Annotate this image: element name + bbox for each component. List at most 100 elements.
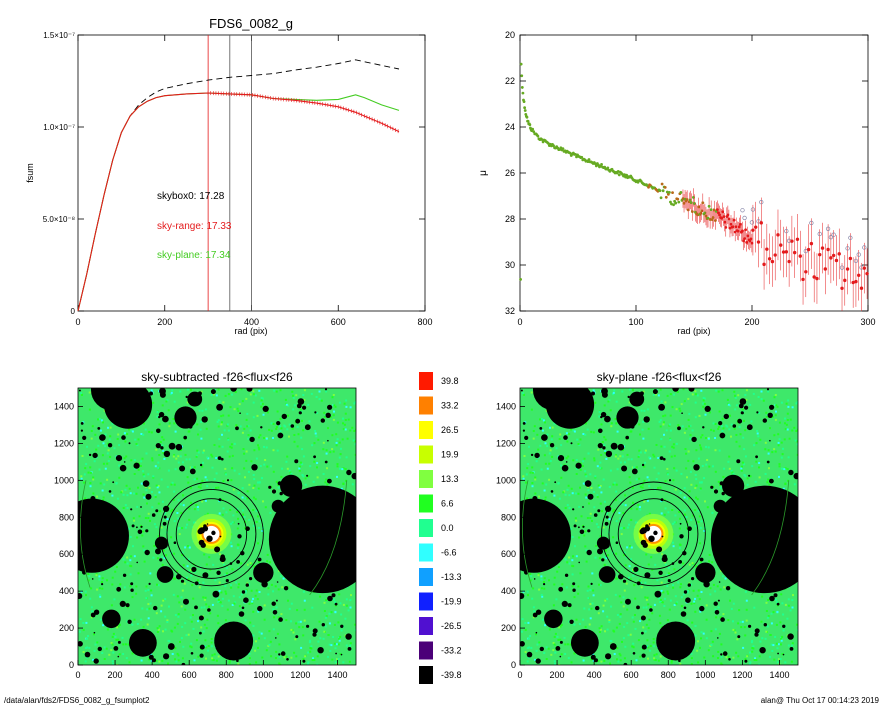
noise-pixel <box>217 425 220 428</box>
noise-pixel <box>279 389 282 392</box>
star-mask <box>623 662 628 665</box>
noise-pixel <box>544 499 547 501</box>
noise-pixel <box>631 645 634 648</box>
noise-pixel <box>766 481 769 484</box>
noise-pixel <box>286 428 289 431</box>
noise-pixel <box>599 628 602 631</box>
noise-pixel <box>762 399 765 402</box>
star-mask <box>691 577 695 581</box>
noise-pixel <box>575 519 578 522</box>
sky-plane-axes-ticks: 0020020040040060060080080010001000120012… <box>496 401 790 680</box>
noise-pixel <box>669 393 672 396</box>
noise-pixel <box>692 460 695 463</box>
noise-pixel <box>745 389 748 392</box>
noise-pixel <box>190 642 193 645</box>
noise-pixel <box>128 487 131 490</box>
noise-pixel <box>706 506 709 509</box>
y-tick-label: 32 <box>505 306 515 316</box>
noise-pixel <box>236 547 239 550</box>
mu-point <box>781 250 786 254</box>
noise-pixel <box>670 659 673 662</box>
noise-pixel <box>246 563 249 566</box>
noise-pixel <box>729 404 732 407</box>
noise-pixel <box>591 572 594 575</box>
noise-pixel <box>772 611 775 614</box>
noise-pixel <box>764 637 767 640</box>
noise-pixel <box>152 476 155 479</box>
noise-pixel <box>778 465 781 468</box>
noise-pixel <box>596 494 599 497</box>
noise-pixel <box>691 562 694 565</box>
noise-pixel <box>325 478 328 481</box>
noise-pixel <box>184 546 187 549</box>
star-mask <box>340 624 344 628</box>
noise-pixel <box>718 410 721 413</box>
noise-pixel <box>238 403 241 406</box>
noise-pixel <box>302 634 305 637</box>
star-mask <box>578 561 580 564</box>
noise-pixel <box>268 428 271 431</box>
noise-pixel <box>279 575 282 578</box>
star-mask <box>541 434 548 441</box>
star-mask <box>207 608 211 612</box>
noise-pixel <box>243 467 246 470</box>
noise-pixel <box>761 595 764 598</box>
noise-pixel <box>217 388 220 391</box>
noise-pixel <box>617 660 620 663</box>
noise-pixel <box>543 489 546 492</box>
noise-pixel <box>277 483 279 486</box>
noise-pixel <box>534 492 537 495</box>
noise-pixel <box>258 481 261 484</box>
noise-pixel <box>130 555 132 558</box>
noise-pixel <box>156 627 159 630</box>
noise-pixel <box>200 626 203 629</box>
star-mask <box>663 457 666 461</box>
noise-pixel <box>795 402 798 405</box>
noise-pixel <box>303 389 306 392</box>
noise-pixel <box>564 493 567 496</box>
noise-pixel <box>784 467 787 470</box>
mask-outline <box>309 480 348 596</box>
noise-pixel <box>272 628 275 631</box>
noise-pixel <box>537 448 540 451</box>
noise-pixel <box>586 589 589 592</box>
x-tick-label: 100 <box>628 317 643 327</box>
noise-pixel <box>206 485 209 488</box>
mu-point <box>523 109 527 112</box>
noise-pixel <box>717 480 720 483</box>
noise-pixel <box>734 631 737 634</box>
noise-pixel <box>527 594 529 597</box>
star-mask <box>769 478 774 484</box>
star-mask <box>175 443 183 451</box>
y-tick-label: 1200 <box>496 438 516 448</box>
mu-point <box>731 225 735 229</box>
star-mask <box>275 599 278 602</box>
noise-pixel <box>161 500 164 503</box>
noise-pixel <box>110 642 113 644</box>
noise-pixel <box>619 659 622 662</box>
noise-pixel <box>206 512 209 515</box>
noise-pixel <box>335 643 338 646</box>
noise-pixel <box>82 628 85 631</box>
noise-pixel <box>757 435 760 438</box>
noise-pixel <box>111 422 114 425</box>
noise-pixel <box>336 463 339 466</box>
noise-pixel <box>352 439 355 442</box>
noise-pixel <box>303 619 306 622</box>
noise-pixel <box>211 657 214 660</box>
noise-pixel <box>270 422 273 425</box>
noise-pixel <box>179 640 181 643</box>
noise-pixel <box>143 549 146 552</box>
noise-pixel <box>343 423 346 426</box>
noise-pixel <box>122 558 125 561</box>
annulus-ring <box>601 481 706 587</box>
noise-pixel <box>173 626 176 629</box>
noise-pixel <box>269 561 272 564</box>
noise-pixel <box>711 561 714 564</box>
noise-pixel <box>272 470 275 473</box>
noise-pixel <box>646 596 649 599</box>
noise-pixel <box>252 390 255 393</box>
noise-pixel <box>184 622 187 625</box>
noise-pixel <box>272 449 275 452</box>
mu-point <box>704 214 708 218</box>
